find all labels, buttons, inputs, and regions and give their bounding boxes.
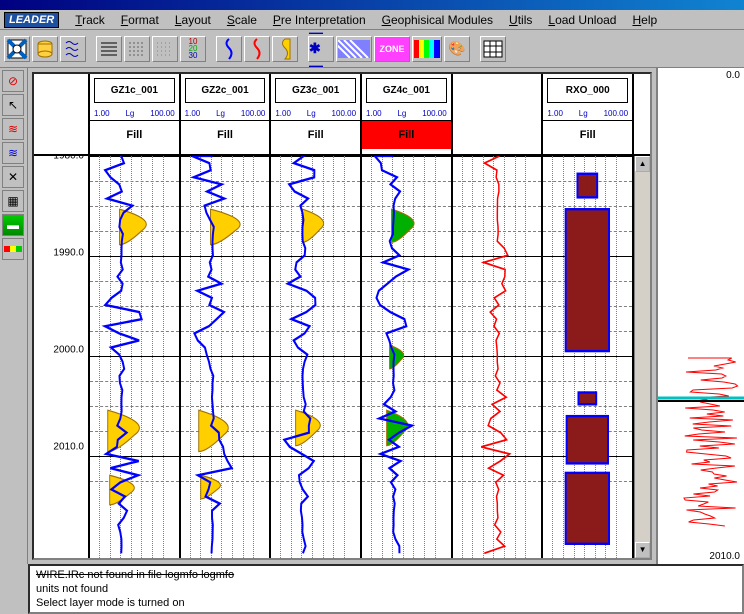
tracks-body[interactable]: 1980.01990.02000.02010.0 ▲ ▼ xyxy=(34,156,650,558)
status-bar: WIRE.IRc not found in file logmfo logmfo… xyxy=(28,564,744,614)
scroll-down-button[interactable]: ▼ xyxy=(635,542,650,558)
scroll-up-button[interactable]: ▲ xyxy=(635,156,650,172)
track-body-4[interactable] xyxy=(362,156,453,558)
menu-loadunload[interactable]: Load Unload xyxy=(540,11,624,29)
track-body-3[interactable] xyxy=(271,156,362,558)
track-body-1[interactable] xyxy=(90,156,181,558)
side-noentry-icon[interactable]: ⊘ xyxy=(2,70,24,92)
tb-palette-icon[interactable]: 🎨 xyxy=(444,36,470,62)
track-header-5[interactable] xyxy=(453,74,544,154)
tb-curve-red-icon[interactable] xyxy=(244,36,270,62)
track-header-3[interactable]: GZ3c_001 1.00Lg100.00 Fill xyxy=(271,74,362,154)
app-logo: LEADER xyxy=(4,12,59,28)
tb-lines1-icon[interactable] xyxy=(96,36,122,62)
track-header-6[interactable]: RXO_000 1.00Lg100.00 Fill xyxy=(543,74,634,154)
tb-zoom-icon[interactable] xyxy=(4,36,30,62)
tracks-header: GZ1c_001 1.00Lg100.00 Fill GZ2c_001 1.00… xyxy=(34,74,650,156)
tb-db-icon[interactable] xyxy=(32,36,58,62)
tb-spectrum-icon[interactable] xyxy=(412,36,442,62)
tb-zone-icon[interactable]: ZONE xyxy=(374,36,410,62)
menu-help[interactable]: Help xyxy=(624,11,665,29)
menu-geophys[interactable]: Geophisical Modules xyxy=(374,11,501,29)
menu-utils[interactable]: Utils xyxy=(501,11,540,29)
track-body-2[interactable] xyxy=(181,156,272,558)
menu-format[interactable]: Format xyxy=(113,11,167,29)
tb-lines3-icon[interactable] xyxy=(152,36,178,62)
menu-layout[interactable]: Layout xyxy=(167,11,219,29)
tb-wave-icon[interactable] xyxy=(60,36,86,62)
depth-column: 1980.01990.02000.02010.0 xyxy=(34,156,90,558)
main-area: ⊘ ↖ ≋ ≋ ✕ ▦ ▬ GZ1c_001 1.00Lg100.00 Fill… xyxy=(0,68,744,564)
track-header-2[interactable]: GZ2c_001 1.00Lg100.00 Fill xyxy=(181,74,272,154)
log-display-frame: GZ1c_001 1.00Lg100.00 Fill GZ2c_001 1.00… xyxy=(32,72,652,560)
side-cross-icon[interactable]: ✕ xyxy=(2,166,24,188)
side-bar-multi-icon[interactable] xyxy=(2,238,24,260)
status-line-2: units not found xyxy=(36,582,736,596)
overview-panel[interactable]: 0.0 2010.0 xyxy=(656,68,744,564)
tb-fill-yellow-icon[interactable] xyxy=(272,36,298,62)
side-pointer-icon[interactable]: ↖ xyxy=(2,94,24,116)
title-bar xyxy=(0,0,744,10)
track-header-1[interactable]: GZ1c_001 1.00Lg100.00 Fill xyxy=(90,74,181,154)
menu-bar: LEADER Track Format Layout Scale Pre Int… xyxy=(0,10,744,30)
toolbar: 102030 —✱— ZONE 🎨 xyxy=(0,30,744,68)
track-body-5[interactable] xyxy=(453,156,544,558)
side-wiggle-blue-icon[interactable]: ≋ xyxy=(2,142,24,164)
side-wiggle-red-icon[interactable]: ≋ xyxy=(2,118,24,140)
side-bar-green-icon[interactable]: ▬ xyxy=(2,214,24,236)
menu-scale[interactable]: Scale xyxy=(219,11,265,29)
left-toolbar: ⊘ ↖ ≋ ≋ ✕ ▦ ▬ xyxy=(0,68,28,564)
status-line-3: Select layer mode is turned on xyxy=(36,596,736,610)
tb-hatch-icon[interactable] xyxy=(336,36,372,62)
status-line-1: WIRE.IRc not found in file logmfo logmfo xyxy=(36,568,736,582)
track-header-4[interactable]: GZ4c_001 1.00Lg100.00 Fill xyxy=(362,74,453,154)
tb-grid-icon[interactable] xyxy=(480,36,506,62)
scrollbar-vertical[interactable]: ▲ ▼ xyxy=(634,156,650,558)
side-hatch-icon[interactable]: ▦ xyxy=(2,190,24,212)
tb-numbers-icon[interactable]: 102030 xyxy=(180,36,206,62)
tb-lines2-icon[interactable] xyxy=(124,36,150,62)
overview-bottom-label: 2010.0 xyxy=(709,551,740,562)
tb-marker-icon[interactable]: —✱— xyxy=(308,36,334,62)
track-body-6[interactable] xyxy=(543,156,634,558)
tb-curve-blue-icon[interactable] xyxy=(216,36,242,62)
menu-track[interactable]: Track xyxy=(67,11,113,29)
